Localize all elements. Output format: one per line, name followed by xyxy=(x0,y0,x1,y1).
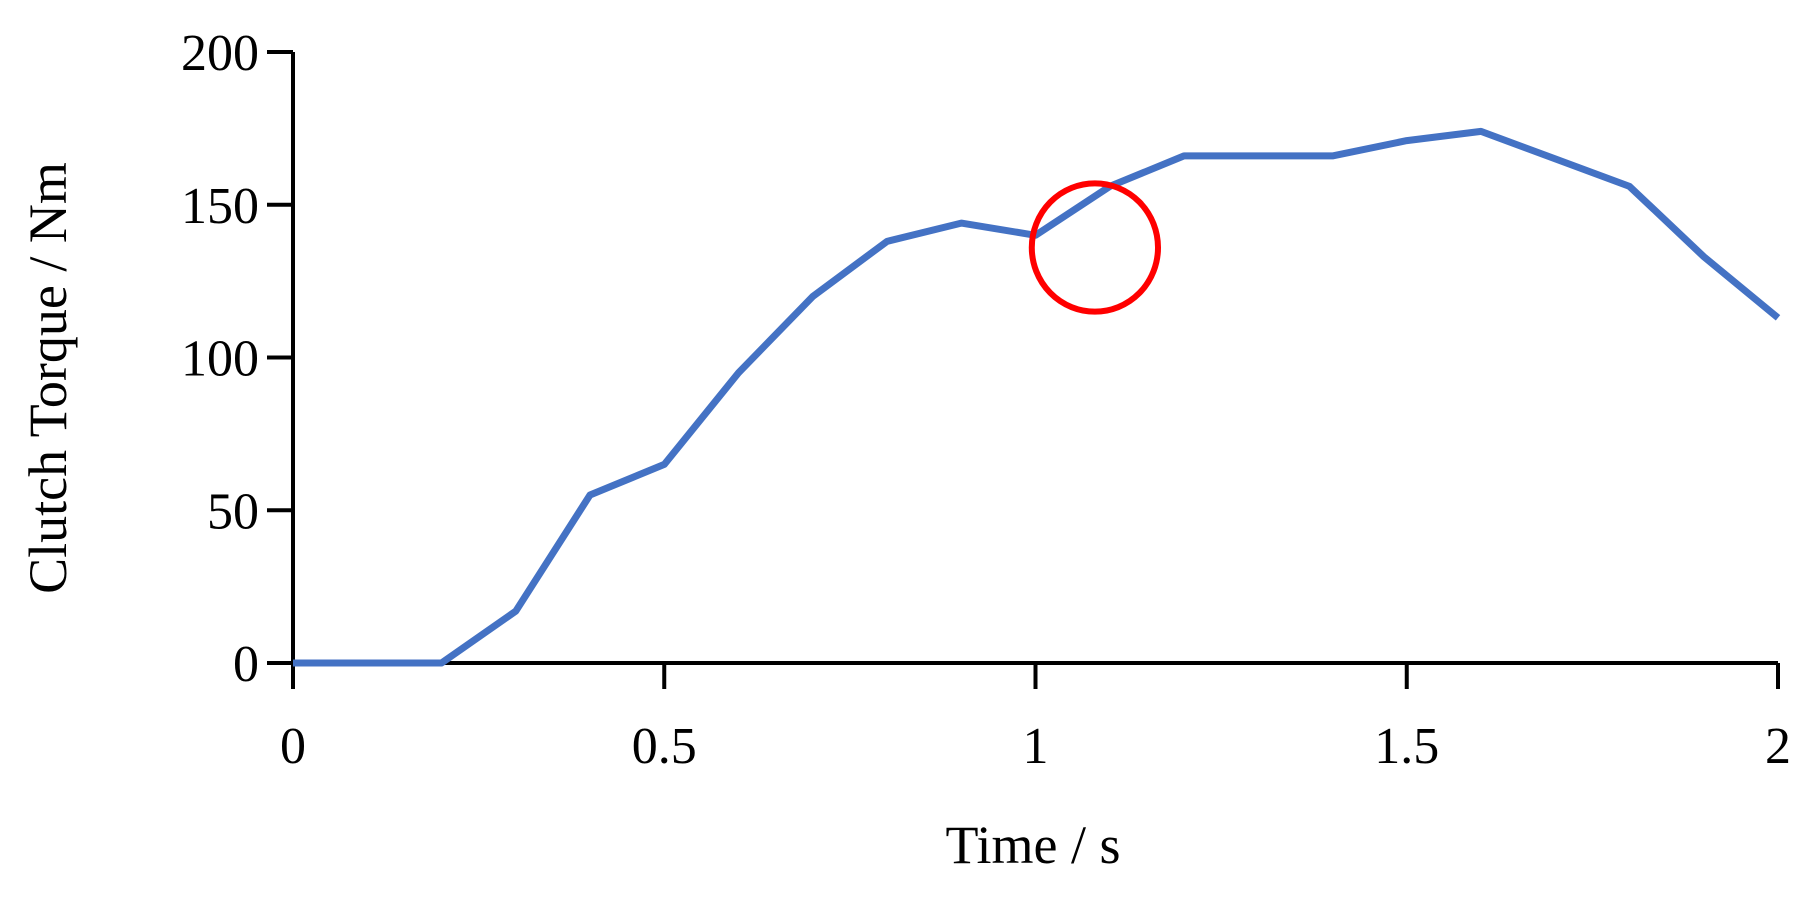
x-tick-label: 1 xyxy=(1023,718,1049,775)
y-tick-label: 50 xyxy=(207,483,259,540)
highlight-ellipse xyxy=(1028,180,1162,315)
y-tick-label: 0 xyxy=(233,636,259,693)
x-tick-label: 0.5 xyxy=(632,718,697,775)
y-tick-label: 200 xyxy=(181,25,259,82)
x-tick-label: 1.5 xyxy=(1374,718,1439,775)
y-tick-label: 100 xyxy=(181,331,259,388)
annotations-layer xyxy=(1028,180,1162,315)
y-tick-label: 150 xyxy=(181,178,259,235)
y-axis-label: Clutch Torque / Nm xyxy=(18,162,78,594)
x-tick-label: 2 xyxy=(1765,718,1791,775)
series-layer xyxy=(292,127,1781,667)
axes xyxy=(291,52,1778,665)
series-line xyxy=(293,127,1781,667)
x-tick-label: 0 xyxy=(280,718,306,775)
ticks: 0 50 100 150 200 0 0.5 1 1.5 2 xyxy=(181,25,1791,775)
x-axis-label: Time / s xyxy=(945,815,1120,875)
